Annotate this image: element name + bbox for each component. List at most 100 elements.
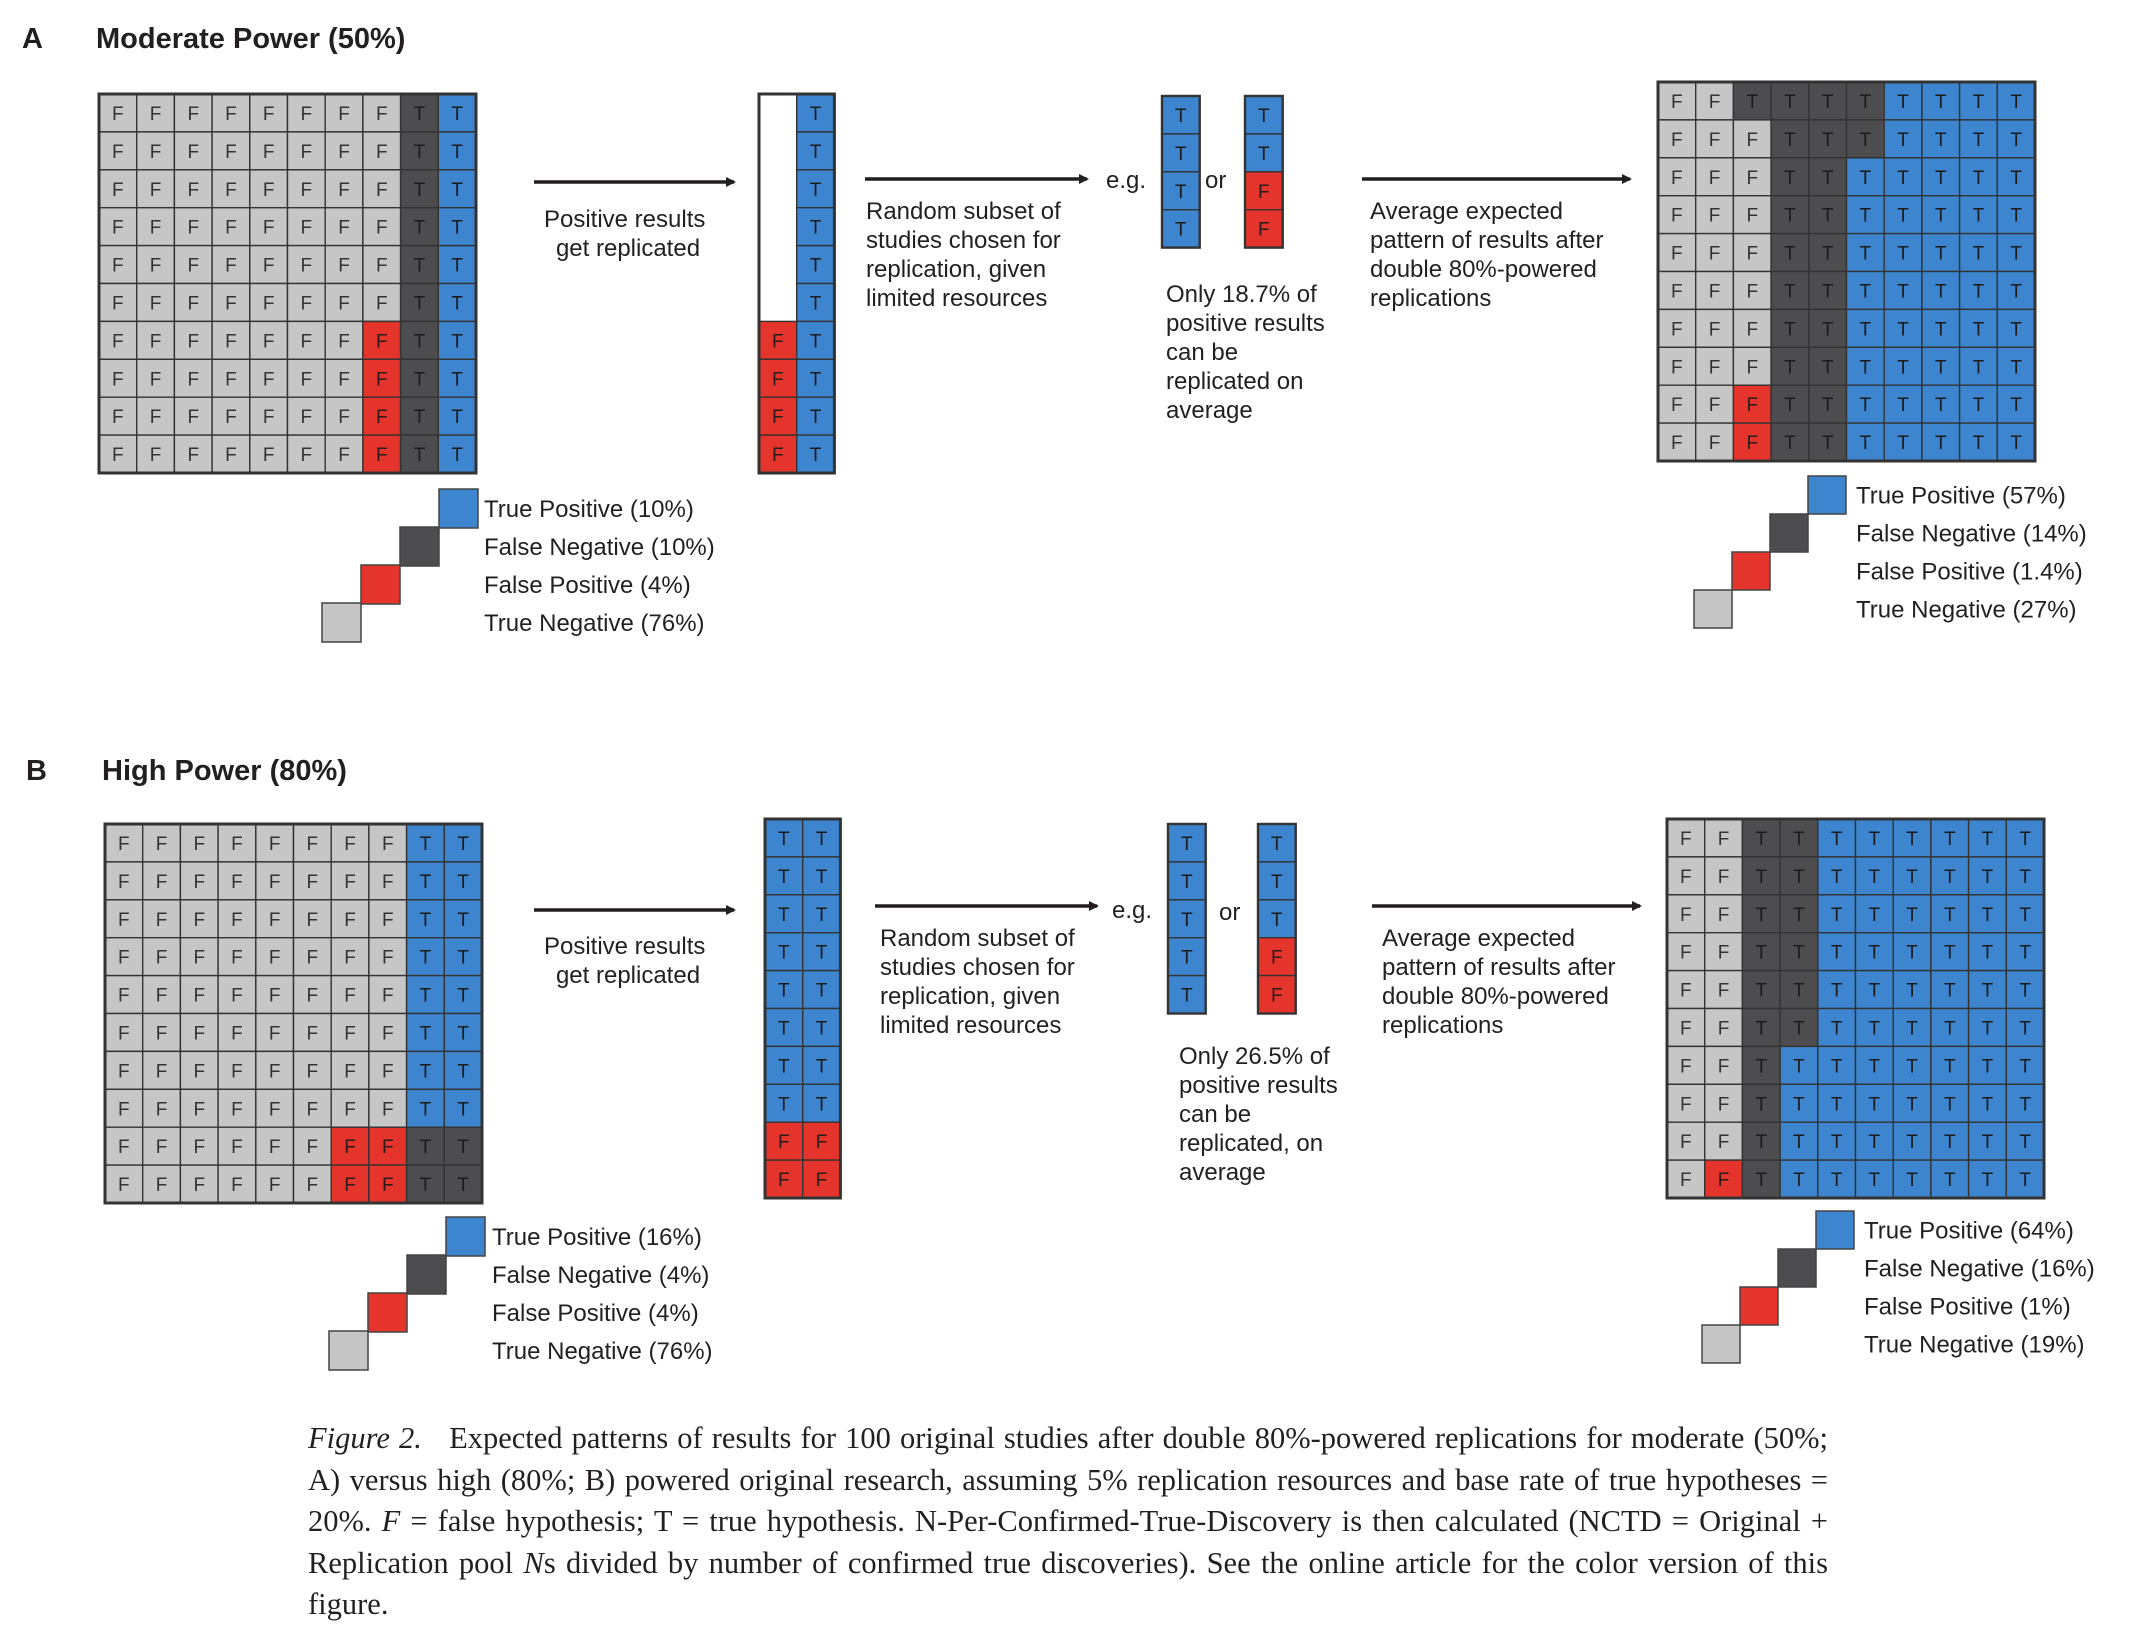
svg-text:F: F bbox=[1671, 281, 1683, 302]
panel-b-or-label: or bbox=[1219, 899, 1240, 926]
svg-text:F: F bbox=[156, 986, 168, 1007]
b-orig-cell-tn: F bbox=[368, 899, 408, 939]
svg-text:F: F bbox=[301, 142, 313, 163]
b-pool-cell-tp: T bbox=[802, 856, 842, 896]
b-orig-cell-tn: F bbox=[104, 1012, 144, 1053]
svg-text:F: F bbox=[1671, 168, 1683, 189]
b-orig-cell-tn: F bbox=[292, 974, 332, 1015]
b-pool-cell-fp: F bbox=[764, 1159, 804, 1199]
svg-text:F: F bbox=[112, 256, 124, 277]
svg-text:T: T bbox=[1755, 1132, 1767, 1153]
a-orig-cell-tn: F bbox=[249, 396, 289, 436]
svg-text:T: T bbox=[778, 905, 790, 926]
panel-a-original-grid: FFFFFFFFFFFFFFFFFFFFFFFFFFFFFFFFFFFFFFFF… bbox=[97, 92, 478, 475]
svg-text:T: T bbox=[810, 142, 822, 163]
a-pool-cell-tp: T bbox=[796, 244, 836, 285]
b-orig-cell-tn: F bbox=[179, 974, 219, 1015]
svg-text:T: T bbox=[451, 218, 463, 239]
svg-text:T: T bbox=[810, 104, 822, 125]
svg-text:T: T bbox=[1822, 92, 1834, 113]
svg-text:T: T bbox=[457, 948, 469, 969]
svg-text:T: T bbox=[1935, 319, 1947, 340]
svg-text:T: T bbox=[1869, 905, 1881, 926]
svg-text:T: T bbox=[1831, 1056, 1843, 1077]
svg-text:F: F bbox=[225, 256, 237, 277]
b-orig-cell-tn: F bbox=[292, 861, 332, 901]
b-orig-cell-tn: F bbox=[141, 861, 182, 901]
a-orig-cell-tn: F bbox=[98, 282, 138, 323]
svg-text:T: T bbox=[1906, 1132, 1918, 1153]
svg-text:T: T bbox=[810, 407, 822, 428]
a-orig-cell-tn: F bbox=[324, 169, 364, 209]
svg-text:T: T bbox=[1784, 244, 1796, 265]
a-orig-cell-tn: F bbox=[249, 244, 289, 285]
a-result-cell-tp: T bbox=[1996, 384, 2036, 424]
a-legend-swatch bbox=[399, 526, 440, 567]
svg-text:F: F bbox=[1680, 1018, 1692, 1039]
a-result-cell-tn: F bbox=[1732, 232, 1772, 273]
b-result-cell-fn: T bbox=[1741, 969, 1781, 1010]
a-orig-cell-tn: F bbox=[173, 244, 213, 285]
svg-text:F: F bbox=[382, 948, 394, 969]
svg-text:T: T bbox=[1935, 357, 1947, 378]
b-orig-cell-fp: F bbox=[330, 1126, 370, 1166]
a-result-cell-fn: T bbox=[1808, 194, 1848, 235]
a-pool-cell-fp: F bbox=[758, 358, 798, 398]
svg-text:F: F bbox=[118, 948, 130, 969]
panel-b-letter: B bbox=[26, 755, 47, 787]
b-ex2-cell-tp: T bbox=[1257, 823, 1297, 863]
svg-text:F: F bbox=[772, 445, 784, 466]
a-orig-cell-fn: T bbox=[399, 358, 440, 398]
a-result-cell-tp: T bbox=[1958, 119, 1998, 159]
svg-text:T: T bbox=[1935, 244, 1947, 265]
svg-text:F: F bbox=[231, 1137, 243, 1158]
a-orig-cell-tn: F bbox=[286, 396, 326, 436]
svg-text:F: F bbox=[187, 331, 199, 352]
a-orig-cell-tn: F bbox=[135, 320, 176, 360]
a-orig-cell-tn: F bbox=[173, 396, 213, 436]
svg-text:F: F bbox=[344, 1175, 356, 1196]
a-result-cell-fn: T bbox=[1808, 81, 1848, 121]
svg-text:T: T bbox=[1944, 1094, 1956, 1115]
b-result-cell-tp: T bbox=[1967, 1007, 2007, 1048]
svg-text:T: T bbox=[414, 331, 426, 352]
svg-text:F: F bbox=[376, 218, 388, 239]
svg-text:F: F bbox=[193, 1061, 205, 1082]
a-orig-cell-tn: F bbox=[249, 93, 289, 133]
b-result-cell-tp: T bbox=[1779, 1083, 1819, 1123]
a-orig-cell-tn: F bbox=[211, 93, 251, 133]
svg-text:T: T bbox=[1869, 981, 1881, 1002]
panel-b: B High Power (80%) FFFFFFFFFFFFFFFFFFFFF… bbox=[26, 755, 2095, 1371]
b-result-cell-tp: T bbox=[2005, 1083, 2045, 1123]
svg-text:F: F bbox=[382, 910, 394, 931]
svg-text:F: F bbox=[187, 142, 199, 163]
b-orig-cell-tn: F bbox=[255, 899, 295, 939]
b-pool-cell-tp: T bbox=[802, 1045, 842, 1086]
b-pool-cell-tp: T bbox=[802, 894, 842, 934]
a-rlegend-swatch bbox=[1769, 513, 1809, 553]
svg-text:F: F bbox=[187, 445, 199, 466]
b-orig-cell-fn: T bbox=[405, 1164, 446, 1204]
b-result-cell-tp: T bbox=[2005, 969, 2045, 1010]
b-pool-cell-fp: F bbox=[802, 1159, 842, 1199]
b-result-cell-tn: F bbox=[1666, 1159, 1706, 1199]
a-pool-cell-tp: T bbox=[796, 131, 836, 171]
svg-text:F: F bbox=[301, 331, 313, 352]
svg-text:T: T bbox=[2010, 206, 2022, 227]
a-result-cell-tp: T bbox=[1883, 81, 1923, 121]
svg-text:T: T bbox=[1271, 872, 1283, 893]
a-orig-cell-fn: T bbox=[399, 434, 440, 474]
svg-text:F: F bbox=[156, 872, 168, 893]
svg-text:F: F bbox=[1718, 905, 1730, 926]
b-result-cell-tn: F bbox=[1703, 969, 1744, 1010]
svg-text:T: T bbox=[2019, 867, 2031, 888]
a-orig-cell-tn: F bbox=[286, 244, 326, 285]
b-orig-cell-tp: T bbox=[405, 1012, 446, 1053]
panel-a-step2-text: Random subset of studies chosen for repl… bbox=[866, 198, 1067, 312]
svg-text:F: F bbox=[231, 1023, 243, 1044]
b-result-cell-tp: T bbox=[1930, 969, 1970, 1010]
b-pool-cell-tp: T bbox=[802, 818, 842, 858]
a-result-cell-tp: T bbox=[1996, 194, 2036, 235]
svg-text:F: F bbox=[156, 1099, 168, 1120]
